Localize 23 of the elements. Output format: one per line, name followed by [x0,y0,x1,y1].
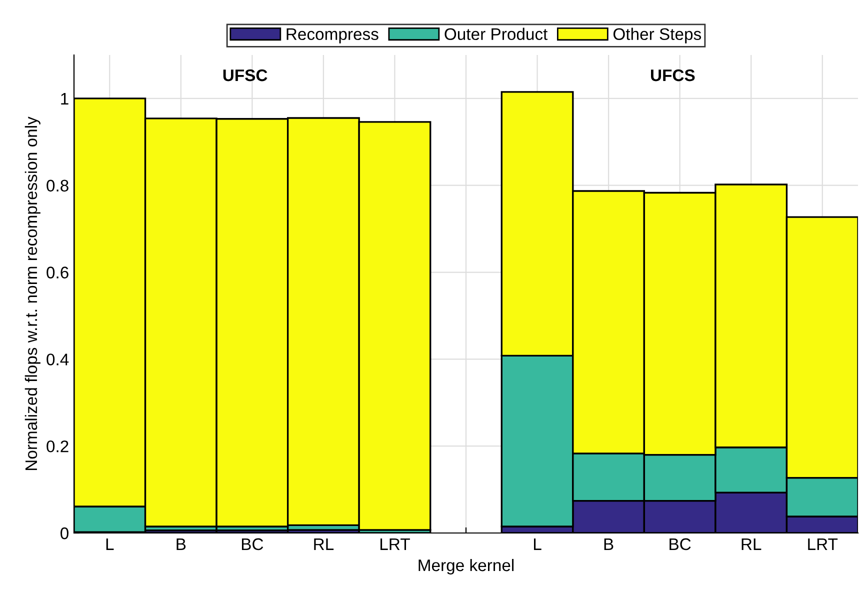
x-tick-label: B [604,538,614,550]
y-tick-label: 0.4 [46,354,69,366]
legend-label: Outer Product [444,28,548,40]
y-axis-title: Normalized flops w.r.t. norm recompression only [24,116,40,470]
x-tick-label: LRT [380,538,410,550]
x-tick-label: RL [742,538,762,550]
x-tick-label: L [534,538,542,550]
x-tick-label: L [106,538,114,550]
legend-label: Recompress [286,28,378,44]
y-tick-label: 0 [60,527,68,540]
x-tick-label: BC [670,538,691,550]
legend-label: Other Steps [613,28,702,44]
x-tick-label: LRT [808,538,838,550]
annotation: UFSC [223,69,268,82]
x-axis-title: Merge kernel [418,558,514,574]
annotation: UFCS [651,69,695,82]
y-tick-label: 0.6 [46,266,68,278]
y-tick-label: 0.2 [46,440,68,452]
y-tick-label: 0.8 [46,180,68,192]
x-tick-label: RL [314,538,334,550]
y-tick-label: 1 [61,93,68,104]
x-tick-label: BC [242,538,264,550]
x-tick-label: B [176,538,186,550]
